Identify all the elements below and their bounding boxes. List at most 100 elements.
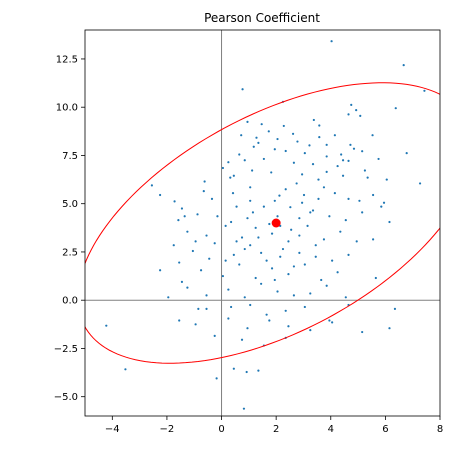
scatter-point	[372, 193, 375, 197]
scatter-point	[295, 182, 298, 185]
scatter-point	[382, 201, 386, 204]
y-tick-label: 10.0	[56, 103, 78, 114]
scatter-point	[224, 259, 227, 262]
scatter-point	[284, 309, 287, 312]
scatter-point	[191, 249, 194, 253]
plot-frame	[84, 29, 441, 417]
scatter-point	[350, 103, 353, 106]
scatter-point	[180, 280, 184, 283]
scatter-point	[273, 199, 276, 202]
confidence-ellipse	[85, 82, 440, 364]
scatter-point	[180, 207, 184, 210]
scatter-point	[284, 149, 287, 153]
scatter-point	[317, 197, 320, 200]
scatter-point	[270, 267, 274, 270]
scatter-point	[402, 64, 405, 67]
scatter-point	[347, 197, 350, 200]
scatter-point	[317, 178, 320, 181]
scatter-point	[124, 368, 127, 371]
scatter-point	[312, 118, 315, 122]
y-tick-label: 7.5	[62, 151, 78, 162]
scatter-point	[173, 200, 176, 203]
scatter-point	[287, 325, 290, 328]
scatter-point	[311, 209, 315, 212]
scatter-point	[344, 296, 347, 299]
scatter-point	[349, 143, 352, 146]
x-tick-label: −2	[160, 424, 175, 435]
scatter-point	[320, 278, 323, 282]
scatter-point	[374, 276, 377, 280]
scatter-point	[203, 180, 206, 183]
scatter-point	[298, 234, 301, 237]
scatter-point	[352, 147, 356, 150]
scatter-point	[246, 217, 249, 220]
scatter-point	[249, 303, 252, 307]
scatter-point	[230, 305, 233, 309]
axes: −4 −2 0 2 4 6 8 −5.0 −2.5 0.0 2.5 5.0 7.5 10.0 12.5	[54, 29, 443, 435]
scatter-point	[159, 193, 162, 197]
scatter-point	[306, 224, 309, 227]
scatter-point	[344, 219, 347, 222]
scatter-point	[363, 169, 366, 172]
scatter-point	[262, 205, 265, 208]
scatter-point	[229, 176, 232, 179]
scatter-point	[341, 159, 345, 162]
scatter-point	[279, 255, 282, 258]
plot-content	[85, 30, 440, 416]
scatter-point	[361, 330, 364, 334]
scatter-point	[347, 113, 350, 116]
scatter-point	[260, 251, 263, 255]
scatter-point	[242, 407, 246, 410]
scatter-point	[238, 263, 241, 266]
scatter-point	[257, 236, 260, 239]
scatter-point	[243, 296, 246, 299]
scatter-point	[251, 169, 254, 172]
scatter-point	[358, 199, 361, 202]
scatter-point	[260, 123, 263, 126]
scatter-point	[227, 161, 230, 164]
x-tick-label: 0	[218, 424, 224, 435]
scatter-point	[255, 136, 258, 139]
scatter-point	[314, 244, 317, 247]
scatter-point	[105, 324, 108, 327]
scatter-point	[333, 191, 336, 195]
scatter-point	[287, 240, 290, 243]
scatter-point	[322, 186, 326, 189]
scatter-point	[260, 282, 263, 285]
scatter-point	[270, 232, 274, 235]
scatter-point	[325, 284, 328, 287]
scatter-point	[361, 211, 364, 214]
x-tick-label: 6	[382, 424, 388, 435]
scatter-point	[240, 338, 244, 341]
y-tick-label: −2.5	[54, 344, 78, 355]
scatter-point	[265, 313, 268, 316]
scatter-point	[276, 290, 279, 293]
scatter-point	[172, 244, 175, 247]
scatter-point	[262, 157, 265, 161]
scatter-point	[231, 191, 235, 195]
scatter-point	[232, 253, 235, 256]
scatter-point	[341, 174, 345, 177]
scatter-point	[235, 205, 238, 208]
scatter-point	[227, 288, 230, 291]
scatter-point	[336, 271, 339, 274]
scatter-point	[240, 134, 243, 137]
scatter-point	[186, 286, 189, 289]
scatter-point	[333, 134, 336, 137]
scatter-point	[268, 319, 271, 322]
scatter-point	[194, 240, 197, 243]
scatter-point	[194, 323, 197, 326]
scatter-point	[224, 224, 227, 227]
scatter-point	[303, 305, 306, 309]
x-tick-label: 2	[273, 424, 279, 435]
x-tick-label: −4	[105, 424, 120, 435]
scatter-point	[281, 247, 285, 251]
scatter-point	[296, 140, 299, 143]
scatter-point	[251, 211, 255, 214]
scatter-point	[309, 329, 312, 332]
scatter-point	[183, 215, 186, 218]
scatter-point	[208, 257, 211, 260]
scatter-point	[290, 228, 293, 231]
